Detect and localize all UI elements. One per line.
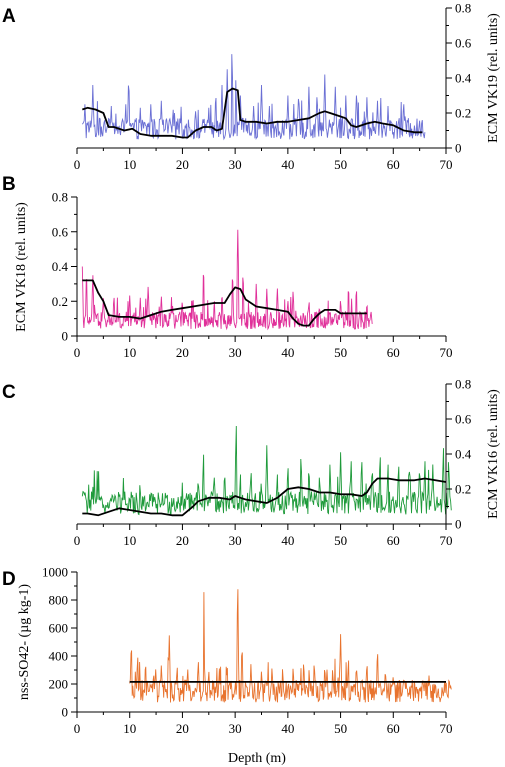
y-axis-d: 0 200 400 600 800 1000 bbox=[42, 565, 78, 720]
panel-letter-d: D bbox=[2, 569, 16, 590]
raw-line-a bbox=[81, 54, 426, 141]
x-axis-b: 0 10 20 30 40 50 60 70 bbox=[74, 335, 453, 360]
y-tick-label: 200 bbox=[49, 677, 69, 692]
x-tick-label: 20 bbox=[176, 345, 189, 360]
x-tick-label: 0 bbox=[74, 157, 81, 172]
y-tick-label: 0.6 bbox=[52, 224, 69, 239]
raw-line-b bbox=[81, 229, 373, 331]
smoothed-series-b bbox=[82, 279, 367, 327]
y-tick-label: 0.8 bbox=[52, 190, 68, 205]
panel-d: D 0 10 20 30 40 50 60 70 0 200 400 600 800 1000 nss-… bbox=[2, 565, 453, 767]
x-tick-label: 20 bbox=[176, 157, 189, 172]
smoothed-line-c bbox=[82, 477, 447, 517]
y-axis-title-d: nss-SO42- (µg kg-1) bbox=[17, 584, 32, 701]
y-tick-label: 800 bbox=[49, 593, 69, 608]
y-tick-label: 0.6 bbox=[455, 36, 472, 51]
y-tick-label: 0 bbox=[62, 329, 69, 344]
x-tick-label: 30 bbox=[229, 533, 242, 548]
panel-b: B 0 10 20 30 40 50 60 70 0 0.2 0.4 0.6 0.8 ECM VK18… bbox=[2, 174, 453, 360]
panel-letter-b: B bbox=[2, 174, 16, 195]
x-tick-label: 10 bbox=[123, 345, 136, 360]
panel-c: C 0 10 20 30 40 50 60 70 0 0.2 0.4 0.6 0.8 ECM VK16… bbox=[2, 377, 501, 549]
x-tick-label: 50 bbox=[334, 345, 347, 360]
panel-a: A 0 10 20 30 40 50 60 70 0 0.2 0.4 0.6 0.8 ECM VK19… bbox=[2, 1, 501, 173]
x-tick-label: 30 bbox=[229, 721, 242, 736]
y-tick-label: 0.8 bbox=[455, 1, 471, 16]
raw-line-d bbox=[129, 589, 452, 703]
x-tick-label: 50 bbox=[334, 157, 347, 172]
y-tick-label: 0 bbox=[455, 141, 462, 156]
x-tick-label: 20 bbox=[176, 721, 189, 736]
y-tick-label: 0.2 bbox=[455, 106, 471, 121]
x-tick-label: 50 bbox=[334, 721, 347, 736]
x-tick-label: 40 bbox=[281, 721, 294, 736]
x-tick-label: 10 bbox=[123, 721, 136, 736]
x-tick-label: 70 bbox=[440, 345, 453, 360]
y-tick-label: 1000 bbox=[42, 565, 68, 580]
raw-series-c bbox=[81, 425, 452, 516]
y-axis-title-a: ECM VK19 (rel. units) bbox=[486, 13, 501, 143]
y-axis-title-c: ECM VK16 (rel. units) bbox=[486, 389, 501, 519]
x-tick-label: 40 bbox=[281, 157, 294, 172]
x-tick-label: 30 bbox=[229, 157, 242, 172]
x-tick-label: 60 bbox=[387, 157, 400, 172]
y-tick-label: 400 bbox=[49, 649, 69, 664]
raw-series-b bbox=[81, 229, 373, 331]
y-tick-label: 0.4 bbox=[52, 259, 69, 274]
y-axis-b: 0 0.2 0.4 0.6 0.8 bbox=[52, 190, 78, 344]
x-tick-label: 0 bbox=[74, 721, 81, 736]
smoothed-line-a bbox=[82, 87, 423, 139]
panel-letter-a: A bbox=[2, 6, 16, 27]
raw-series-d bbox=[129, 589, 452, 703]
panel-letter-c: C bbox=[2, 382, 16, 403]
raw-series-a bbox=[81, 54, 426, 141]
x-tick-label: 40 bbox=[281, 345, 294, 360]
y-tick-label: 600 bbox=[49, 621, 69, 636]
x-tick-label: 10 bbox=[123, 157, 136, 172]
smoothed-line-b bbox=[82, 279, 367, 327]
y-axis-c: 0 0.2 0.4 0.6 0.8 bbox=[445, 377, 472, 532]
x-tick-label: 70 bbox=[440, 721, 453, 736]
x-axis-c: 0 10 20 30 40 50 60 70 bbox=[74, 523, 453, 548]
raw-line-c bbox=[81, 425, 452, 516]
x-tick-label: 60 bbox=[387, 721, 400, 736]
x-tick-label: 0 bbox=[74, 345, 81, 360]
x-tick-label: 10 bbox=[123, 533, 136, 548]
y-tick-label: 0.6 bbox=[455, 412, 472, 427]
y-axis-title-b: ECM VK18 (rel. units) bbox=[14, 202, 29, 332]
x-tick-label: 70 bbox=[440, 533, 453, 548]
x-tick-label: 0 bbox=[74, 533, 81, 548]
x-tick-label: 60 bbox=[387, 533, 400, 548]
x-axis-d: 0 10 20 30 40 50 60 70 bbox=[74, 711, 453, 736]
x-axis-a: 0 10 20 30 40 50 60 70 bbox=[74, 147, 453, 172]
y-tick-label: 0.2 bbox=[455, 482, 471, 497]
y-tick-label: 0.8 bbox=[455, 377, 471, 392]
x-tick-label: 50 bbox=[334, 533, 347, 548]
x-tick-label: 30 bbox=[229, 345, 242, 360]
x-tick-label: 40 bbox=[281, 533, 294, 548]
x-tick-label: 70 bbox=[440, 157, 453, 172]
y-tick-label: 0 bbox=[62, 705, 69, 720]
smoothed-series-a bbox=[82, 87, 423, 139]
y-axis-a: 0 0.2 0.4 0.6 0.8 bbox=[445, 1, 472, 156]
y-tick-label: 0.2 bbox=[52, 294, 68, 309]
x-tick-label: 60 bbox=[387, 345, 400, 360]
y-tick-label: 0 bbox=[455, 517, 462, 532]
y-tick-label: 0.4 bbox=[455, 71, 472, 86]
x-tick-label: 20 bbox=[176, 533, 189, 548]
x-axis-title-d: Depth (m) bbox=[228, 751, 286, 766]
smoothed-series-c bbox=[82, 477, 447, 517]
y-tick-label: 0.4 bbox=[455, 447, 472, 462]
